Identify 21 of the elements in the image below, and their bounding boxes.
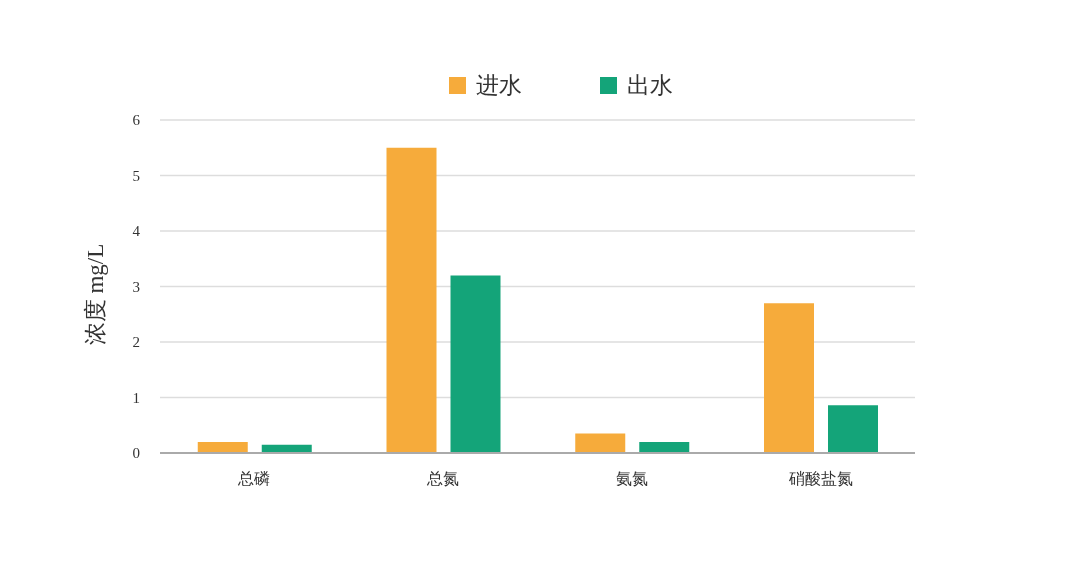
y-tick-label: 3 [132,278,140,295]
x-tick-label: 总磷 [237,470,271,488]
y-tick-label: 2 [132,334,140,351]
bar [639,441,690,453]
y-tick-label: 6 [132,112,141,129]
bar [197,441,248,453]
y-tick-label: 4 [132,223,141,240]
y-tick-label: 0 [132,445,140,462]
bar [764,303,814,453]
bar [828,405,878,453]
bar [386,147,437,453]
x-tick-label: 总氮 [426,470,460,488]
y-axis-title: 浓度 mg/L [82,243,108,346]
legend-label: 进水 [476,72,522,100]
bar [450,275,501,453]
x-tick-label: 氨氮 [615,470,648,488]
y-tick-label: 1 [132,389,140,406]
legend-label: 出水 [627,72,673,100]
y-tick-label: 5 [132,167,140,184]
bar [575,433,626,453]
x-tick-label: 硝酸盐氮 [787,470,853,488]
